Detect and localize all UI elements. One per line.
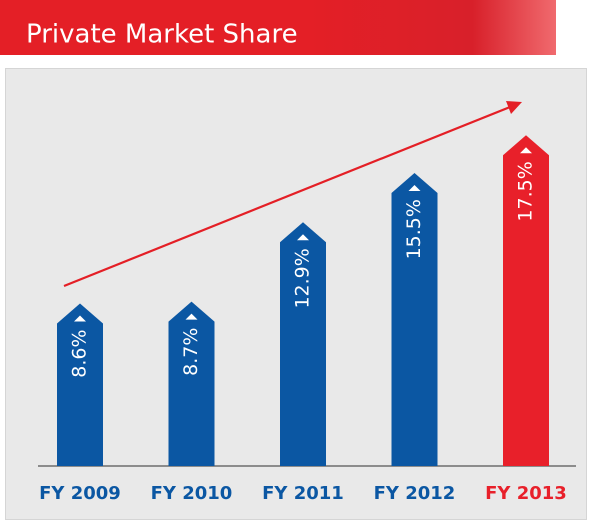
bar bbox=[168, 301, 215, 466]
bar bbox=[280, 222, 326, 466]
bar-tip-icon bbox=[297, 234, 309, 241]
x-tick-label: FY 2009 bbox=[39, 483, 121, 504]
x-tick-label: FY 2011 bbox=[262, 483, 344, 504]
bar-tip-icon bbox=[74, 315, 86, 322]
x-tick-label: FY 2012 bbox=[374, 483, 456, 504]
x-tick-label: FY 2013 bbox=[485, 483, 567, 504]
bar-tip-icon bbox=[408, 185, 421, 192]
chart-title: Private Market Share bbox=[26, 20, 298, 50]
trend-arrow bbox=[63, 101, 522, 288]
bar-tip-icon bbox=[520, 147, 532, 154]
bar-tip-icon bbox=[185, 313, 198, 320]
value-label: 8.6% bbox=[69, 329, 91, 377]
value-label: 12.9% bbox=[292, 248, 314, 308]
bar bbox=[57, 303, 103, 466]
bar bbox=[391, 173, 438, 467]
bar bbox=[503, 135, 549, 466]
x-tick-label: FY 2010 bbox=[151, 483, 233, 504]
title-banner bbox=[0, 0, 556, 55]
value-label: 17.5% bbox=[515, 161, 537, 221]
value-label: 15.5% bbox=[403, 199, 425, 259]
value-label: 8.7% bbox=[180, 328, 202, 376]
